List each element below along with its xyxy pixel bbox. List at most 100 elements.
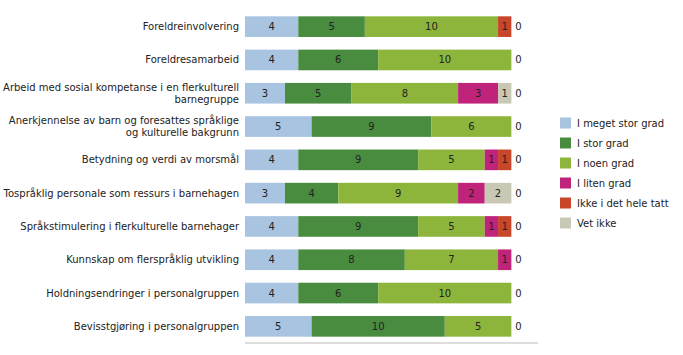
data-label: 5 xyxy=(475,321,481,332)
data-label: 9 xyxy=(355,154,361,165)
data-label: 6 xyxy=(335,54,341,65)
bar-segment xyxy=(285,183,338,204)
bar-segment xyxy=(245,316,312,337)
bar-segment xyxy=(378,50,511,71)
legend-swatch xyxy=(560,158,571,169)
legend-label: I noen grad xyxy=(577,158,634,169)
bar-segment xyxy=(511,50,512,71)
bar-segment xyxy=(365,16,498,37)
bar-segment xyxy=(405,249,498,270)
bar-segment xyxy=(511,316,512,337)
category-label: Foreldresamarbeid xyxy=(145,54,239,65)
bar-segment xyxy=(511,50,512,71)
data-label: 6 xyxy=(468,121,474,132)
annotation: 0 xyxy=(515,254,521,265)
bar-segment xyxy=(511,116,512,137)
bar-segment xyxy=(511,16,512,37)
bar-segment xyxy=(485,216,498,237)
bar-segment xyxy=(245,16,298,37)
legend-swatch xyxy=(560,118,571,129)
bar-segment xyxy=(458,83,498,104)
bar-segment xyxy=(298,150,418,171)
legend-label: I stor grad xyxy=(577,138,629,149)
annotation: 0 xyxy=(515,88,521,99)
bar-segment xyxy=(245,283,298,304)
data-label: 3 xyxy=(475,88,481,99)
data-label: 4 xyxy=(268,221,274,232)
category-label: Arbeid med sosial kompetanse i en flerku… xyxy=(3,82,239,105)
legend-label: I meget stor grad xyxy=(577,118,664,129)
bar-segment xyxy=(418,216,485,237)
bar-segment xyxy=(352,83,459,104)
data-label: 10 xyxy=(438,54,451,65)
data-label: 5 xyxy=(328,21,334,32)
bar-segment xyxy=(338,183,458,204)
bar-segment xyxy=(298,216,418,237)
bar-segment xyxy=(511,150,512,171)
data-label: 5 xyxy=(448,221,454,232)
bar-segment xyxy=(245,249,298,270)
data-label: 1 xyxy=(502,254,508,265)
bar-segment xyxy=(245,50,298,71)
data-label: 5 xyxy=(275,121,281,132)
data-label: 1 xyxy=(502,21,508,32)
category-label: Betydning og verdi av morsmål xyxy=(82,153,239,165)
data-label: 5 xyxy=(448,154,454,165)
category-label: Tospråklig personale som ressurs i barne… xyxy=(3,187,239,199)
category-label: Språkstimulering i flerkulturelle barneh… xyxy=(20,220,240,232)
bar-segment xyxy=(485,150,498,171)
bar-segment xyxy=(298,283,378,304)
data-label: 6 xyxy=(335,288,341,299)
legend-swatch xyxy=(560,218,571,229)
data-label: 4 xyxy=(268,254,274,265)
bar-segment xyxy=(245,183,285,204)
legend-label: I liten grad xyxy=(577,178,631,189)
data-label: 1 xyxy=(488,221,494,232)
data-label: 5 xyxy=(275,321,281,332)
bar-segment xyxy=(511,216,512,237)
bar-segment xyxy=(312,116,432,137)
bar-segment xyxy=(285,83,352,104)
bar-segment xyxy=(511,283,512,304)
data-label: 4 xyxy=(308,188,314,199)
data-label: 1 xyxy=(502,154,508,165)
legend-label: Ikke i det hele tatt xyxy=(577,198,669,209)
bar-segment xyxy=(498,216,511,237)
category-label: Foreldreinvolvering xyxy=(143,21,239,32)
bar-segment xyxy=(298,249,405,270)
category-label: Holdningsendringer i personalgruppen xyxy=(46,288,239,299)
legend-label: Vet ikke xyxy=(577,218,616,229)
bar-segment xyxy=(298,50,378,71)
data-label: 9 xyxy=(368,121,374,132)
category-label: Anerkjennelse av barn og foresattes språ… xyxy=(9,114,239,138)
data-label: 9 xyxy=(395,188,401,199)
annotation: 0 xyxy=(515,221,521,232)
bar-segment xyxy=(245,216,298,237)
bar-segment xyxy=(511,316,512,337)
annotation: 0 xyxy=(515,154,521,165)
bar-segment xyxy=(445,316,512,337)
bar-segment xyxy=(312,316,445,337)
data-label: 10 xyxy=(425,21,438,32)
category-label: Kunnskap om flerspråklig utvikling xyxy=(66,253,239,265)
bar-segment xyxy=(511,50,512,71)
data-label: 1 xyxy=(502,88,508,99)
annotation: 0 xyxy=(515,188,521,199)
annotation: 0 xyxy=(515,321,521,332)
bar-segment xyxy=(245,116,312,137)
bars xyxy=(245,16,511,336)
bar-segment xyxy=(245,83,285,104)
data-label: 4 xyxy=(268,21,274,32)
annotation: 0 xyxy=(515,288,521,299)
data-label: 7 xyxy=(448,254,454,265)
data-label: 8 xyxy=(348,254,354,265)
x-axis-line xyxy=(245,343,538,344)
bar-segment xyxy=(245,150,298,171)
bar-segment xyxy=(511,283,512,304)
data-label: 10 xyxy=(372,321,385,332)
annotation: 0 xyxy=(515,54,521,65)
legend: I meget stor grad I stor grad I noen grad I… xyxy=(560,118,669,229)
annotation: 0 xyxy=(515,121,521,132)
bar-segment xyxy=(511,116,512,137)
bar-segment xyxy=(498,150,511,171)
